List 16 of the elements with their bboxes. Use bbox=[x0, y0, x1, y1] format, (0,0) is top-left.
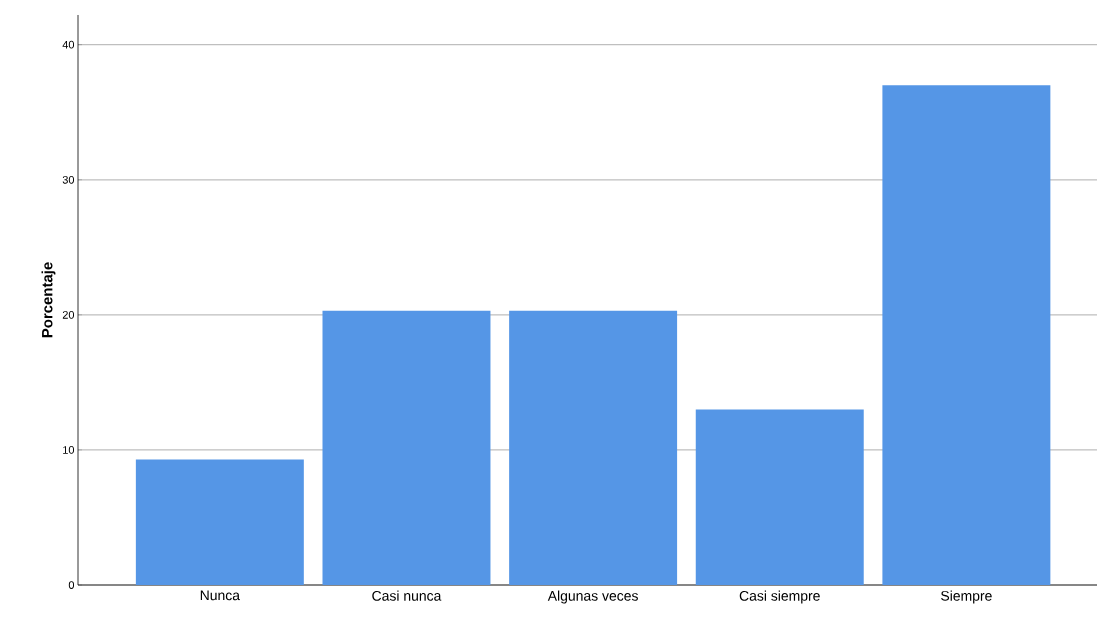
y-axis-title: Porcentaje bbox=[41, 262, 56, 338]
bar bbox=[322, 310, 491, 585]
x-tick-label: Nunca bbox=[200, 590, 240, 601]
x-tick-label: Algunas veces bbox=[547, 590, 638, 604]
y-tick-label: 0 bbox=[68, 581, 75, 589]
x-tick-label: Casi siempre bbox=[739, 590, 820, 604]
bar bbox=[695, 409, 864, 585]
y-tick-label: 20 bbox=[62, 310, 75, 319]
bar bbox=[135, 459, 304, 585]
bar bbox=[882, 85, 1051, 585]
y-tick-label: 10 bbox=[63, 446, 75, 454]
y-tick-label: 30 bbox=[62, 175, 75, 184]
bar bbox=[509, 310, 678, 585]
y-tick-label: 40 bbox=[62, 40, 75, 49]
x-tick-label: Siempre bbox=[941, 590, 992, 604]
x-tick-label: Casi nunca bbox=[372, 590, 442, 601]
